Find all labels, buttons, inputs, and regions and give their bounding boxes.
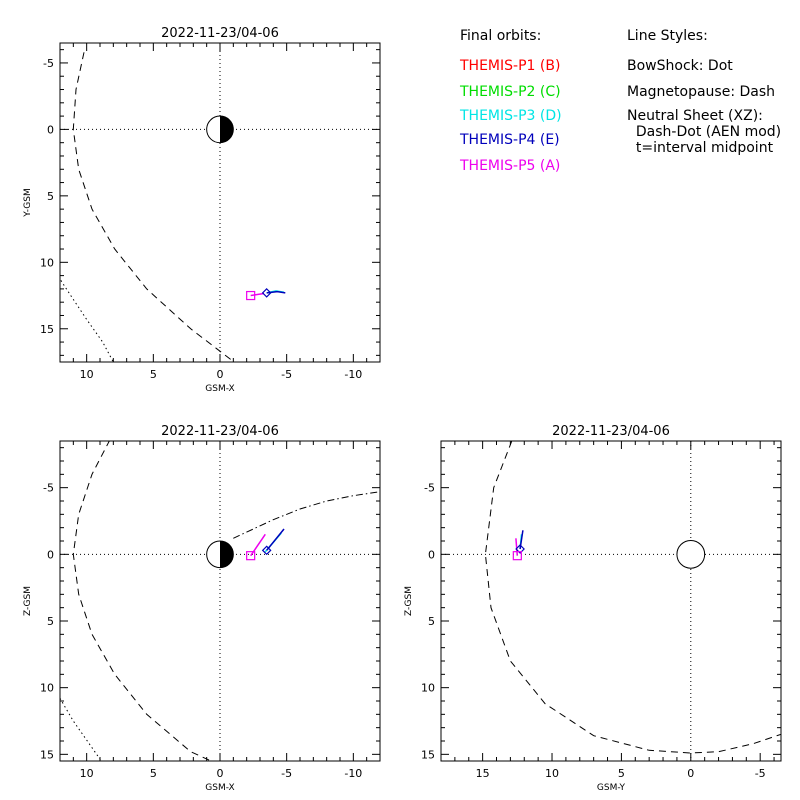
x-tick-label: 10 [80, 368, 94, 381]
y-axis-label: Z-GSM [404, 586, 414, 616]
neutral-sheet-line [233, 491, 380, 539]
bowshock-line [60, 698, 102, 761]
x-tick-label: 5 [150, 368, 157, 381]
orbit-legend-p3: THEMIS-P3 (D) [460, 108, 562, 124]
earth [676, 539, 706, 569]
x-tick-label: -5 [281, 368, 292, 381]
chart-xy: 2022-11-23/04-06 10 5 0 -5 -10 -5 0 5 10 15 GSM-X Y-… [23, 26, 381, 394]
x-tick-label: 10 [80, 767, 94, 780]
y-tick-label: 5 [428, 615, 435, 628]
x-tick-label: 0 [217, 368, 224, 381]
orbit-line [250, 533, 266, 557]
chart-yz: 2022-11-23/04-06 15 10 5 0 -5 -5 0 5 10 15 GSM-Y Z-G… [404, 424, 782, 793]
orbit-line [250, 292, 265, 297]
orbit-marker-diamond [261, 545, 272, 556]
chart-title: 2022-11-23/04-06 [161, 424, 279, 439]
y-tick-label: 10 [40, 682, 54, 695]
y-tick-label: 5 [47, 615, 54, 628]
magnetopause-line [72, 441, 213, 761]
orbit-legend-p2: THEMIS-P2 (C) [460, 84, 561, 100]
bowshock-line [60, 278, 114, 362]
orbit-line [266, 528, 285, 551]
chart-xz: 2022-11-23/04-06 10 5 0 -5 -10 -5 0 5 10 15 GSM-X Z-… [23, 424, 381, 793]
line-style-neutral-sheet: Neutral Sheet (XZ): [627, 108, 763, 124]
plot-area [441, 441, 781, 761]
magnetopause-line [72, 52, 235, 362]
chart-title: 2022-11-23/04-06 [552, 424, 670, 439]
y-tick-label: 5 [47, 190, 54, 203]
y-axis-label: Z-GSM [23, 586, 33, 616]
x-tick-label: 15 [476, 767, 490, 780]
magnetopause-line [484, 441, 781, 754]
y-tick-label: 10 [40, 256, 54, 269]
x-axis-label: GSM-X [205, 384, 234, 394]
y-tick-label: 15 [40, 323, 54, 336]
y-tick-label: 0 [428, 548, 435, 561]
orbit-marker-diamond [515, 544, 525, 554]
y-axis-label: Y-GSM [23, 188, 33, 217]
x-axis-label: GSM-Y [597, 783, 626, 793]
line-style-bowshock: BowShock: Dot [627, 58, 733, 74]
line-style-midpoint-note: t=interval midpoint [627, 140, 774, 156]
orbits-legend-title: Final orbits: [460, 28, 542, 44]
orbit-legend-p1: THEMIS-P1 (B) [460, 58, 561, 74]
x-tick-label: -10 [344, 368, 362, 381]
orbit-legend-p4: THEMIS-P4 (E) [460, 132, 560, 148]
orbit-marker-square [512, 551, 522, 561]
y-tick-label: 15 [40, 748, 54, 761]
y-tick-label: 0 [47, 123, 54, 136]
y-tick-label: 15 [421, 748, 435, 761]
chart-title: 2022-11-23/04-06 [161, 26, 279, 41]
plot-area [60, 441, 380, 761]
orbit-marker-square [246, 551, 256, 561]
orbit-marker-square [246, 290, 256, 301]
x-tick-label: 5 [618, 767, 625, 780]
plot-frame [59, 42, 381, 363]
y-tick-label: -5 [43, 57, 54, 70]
plot-frame [440, 440, 782, 762]
x-tick-label: -5 [281, 767, 292, 780]
y-tick-label: -5 [424, 482, 435, 495]
orbit-legend-p5: THEMIS-P5 (A) [460, 158, 561, 174]
line-style-magnetopause: Magnetopause: Dash [627, 84, 776, 100]
plot-area [60, 43, 380, 362]
earth-night-side [220, 116, 234, 143]
x-tick-label: -10 [344, 767, 362, 780]
y-tick-label: 0 [47, 548, 54, 561]
earth-night-side [220, 541, 234, 568]
x-axis-label: GSM-X [205, 783, 234, 793]
orbit-line [515, 538, 519, 556]
orbit-marker-diamond [261, 288, 272, 298]
y-tick-label: 10 [421, 682, 435, 695]
x-tick-label: 5 [150, 767, 157, 780]
x-tick-label: 10 [545, 767, 559, 780]
line-style-aen-mod: Dash-Dot (AEN mod) [627, 124, 782, 140]
x-tick-label: 0 [687, 767, 694, 780]
x-tick-label: -5 [755, 767, 766, 780]
x-tick-label: 0 [217, 767, 224, 780]
line-styles-title: Line Styles: [627, 28, 708, 44]
y-tick-label: -5 [43, 482, 54, 495]
